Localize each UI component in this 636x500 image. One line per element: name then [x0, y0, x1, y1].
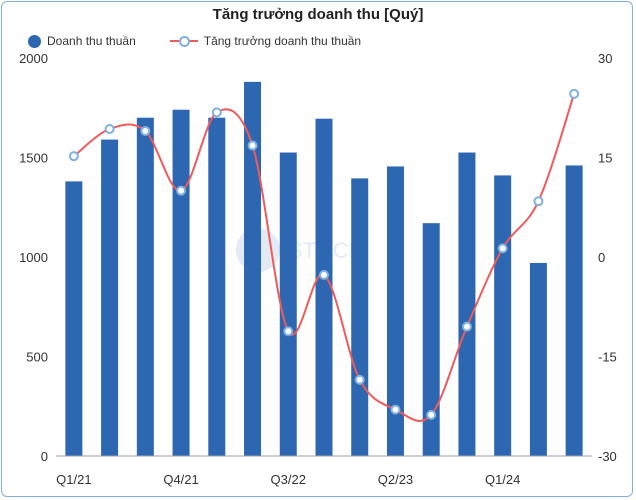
left-axis-tick-label: 0 — [41, 449, 48, 464]
legend-bar-marker-icon — [28, 34, 41, 48]
growth-point — [68, 151, 79, 162]
right-axis-tick-label: 15 — [598, 151, 612, 166]
growth-point — [461, 321, 472, 332]
x-axis-tick-label: Q4/21 — [163, 472, 198, 487]
revenue-bar — [315, 118, 333, 456]
revenue-bar — [458, 152, 476, 456]
growth-point — [140, 125, 151, 136]
growth-point — [569, 88, 580, 99]
legend-label-revenue: Doanh thu thuần — [47, 34, 136, 48]
revenue-bar — [244, 81, 262, 456]
growth-point — [497, 243, 508, 254]
left-axis-tick-label: 500 — [26, 350, 48, 365]
left-axis-tick-label: 2000 — [19, 51, 48, 66]
revenue-bar — [494, 175, 512, 456]
revenue-bar — [208, 117, 226, 456]
growth-point — [426, 409, 437, 420]
revenue-bar — [565, 165, 583, 456]
revenue-bar — [529, 262, 547, 456]
revenue-bar — [351, 178, 369, 456]
growth-point — [211, 107, 222, 118]
revenue-bar — [65, 181, 83, 456]
chart-title: Tăng trưởng doanh thu [Quý] — [212, 6, 424, 23]
right-axis-tick-label: 30 — [598, 51, 612, 66]
right-axis-tick-label: 0 — [598, 250, 605, 265]
right-axis-tick-label: -15 — [598, 350, 617, 365]
x-axis-tick-label: Q3/22 — [271, 472, 306, 487]
right-axis-tick-label: -30 — [598, 449, 617, 464]
growth-point — [533, 196, 544, 207]
growth-point — [354, 374, 365, 385]
revenue-bar — [136, 117, 154, 456]
revenue-bar — [422, 223, 440, 456]
legend-line-marker-icon — [169, 35, 198, 47]
legend-item-growth: Tăng trưởng doanh thu thuần — [169, 34, 362, 48]
legend-label-growth: Tăng trưởng doanh thu thuần — [203, 34, 362, 48]
revenue-bar — [172, 109, 190, 457]
legend-item-revenue: Doanh thu thuần — [28, 34, 136, 48]
growth-point — [319, 269, 329, 280]
revenue-bar — [386, 166, 404, 456]
revenue-bar — [101, 139, 119, 456]
x-axis-tick-label: Q1/21 — [56, 472, 91, 487]
growth-point — [390, 404, 401, 415]
growth-point — [104, 123, 115, 134]
x-axis-tick-label: Q2/23 — [378, 472, 413, 487]
x-axis-tick-label: Q1/24 — [485, 472, 520, 487]
growth-point — [176, 185, 187, 196]
left-axis-tick-label: 1000 — [19, 250, 48, 265]
left-axis-tick-label: 1500 — [19, 151, 48, 166]
chart-legend: Doanh thu thuần Tăng trưởng doanh thu th… — [28, 34, 395, 48]
revenue-bar — [279, 152, 297, 456]
growth-point — [283, 326, 294, 337]
growth-point — [247, 140, 258, 151]
